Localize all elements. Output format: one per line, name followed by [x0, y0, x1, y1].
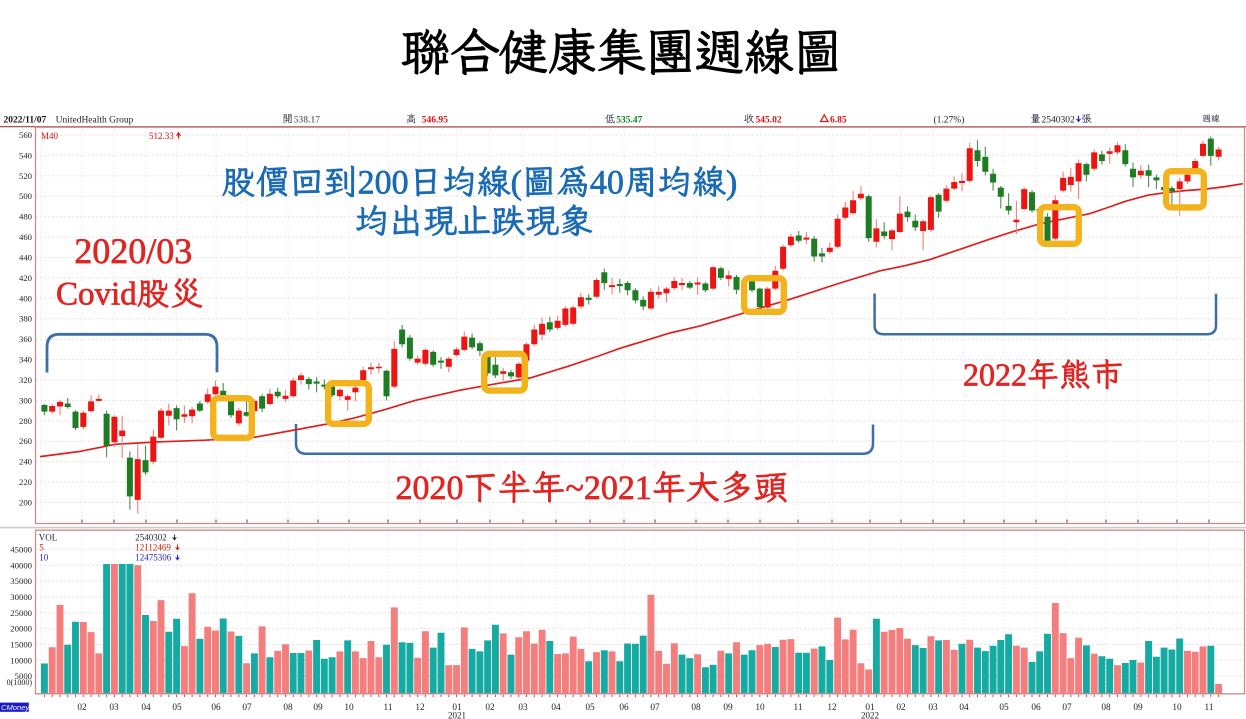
svg-text:11: 11 — [794, 703, 803, 713]
svg-text:11: 11 — [384, 703, 393, 713]
svg-text:500: 500 — [19, 191, 33, 201]
svg-text:15000: 15000 — [10, 640, 32, 650]
svg-text:45000: 45000 — [10, 544, 32, 554]
svg-text:240: 240 — [19, 457, 33, 467]
svg-text:06: 06 — [1031, 703, 1041, 713]
svg-text:04: 04 — [141, 703, 151, 713]
svg-text:380: 380 — [19, 314, 33, 324]
svg-text:06: 06 — [619, 703, 629, 713]
svg-text:545.02: 545.02 — [756, 115, 782, 125]
svg-text:220: 220 — [19, 477, 33, 487]
svg-text:535.47: 535.47 — [616, 115, 642, 125]
svg-text:10: 10 — [755, 703, 765, 713]
svg-text:05: 05 — [172, 703, 182, 713]
svg-text:2022: 2022 — [861, 711, 879, 719]
svg-text:35000: 35000 — [10, 576, 32, 586]
svg-text:02: 02 — [896, 703, 906, 713]
svg-text:12112469: 12112469 — [135, 543, 171, 553]
svg-text:03: 03 — [109, 703, 119, 713]
svg-text:420: 420 — [19, 273, 33, 283]
svg-text:440: 440 — [19, 253, 33, 263]
svg-text:520: 520 — [19, 171, 33, 181]
svg-text:11: 11 — [1205, 703, 1214, 713]
svg-text:360: 360 — [19, 334, 33, 344]
svg-text:03: 03 — [518, 703, 528, 713]
svg-text:538.17: 538.17 — [294, 115, 320, 125]
svg-text:07: 07 — [650, 703, 660, 713]
svg-text:12: 12 — [827, 703, 837, 713]
svg-text:20000: 20000 — [10, 624, 32, 634]
svg-text:M40: M40 — [41, 131, 59, 141]
svg-text:09: 09 — [313, 703, 323, 713]
svg-text:05: 05 — [999, 703, 1009, 713]
svg-text:5000: 5000 — [15, 671, 33, 681]
svg-text:480: 480 — [19, 212, 33, 222]
svg-text:04: 04 — [959, 703, 969, 713]
svg-text:30000: 30000 — [10, 592, 32, 602]
svg-text:10: 10 — [39, 553, 49, 563]
svg-text:5: 5 — [39, 543, 44, 553]
svg-text:25000: 25000 — [10, 608, 32, 618]
svg-text:6.85: 6.85 — [830, 115, 847, 125]
svg-text:40000: 40000 — [10, 560, 32, 570]
svg-text:02: 02 — [77, 703, 87, 713]
svg-text:2540302: 2540302 — [135, 533, 167, 543]
svg-text:CMoney: CMoney — [1, 703, 30, 712]
svg-text:2022/11/07: 2022/11/07 — [4, 115, 47, 125]
svg-text:04: 04 — [551, 703, 561, 713]
svg-text:2021: 2021 — [448, 711, 466, 719]
svg-text:280: 280 — [19, 416, 33, 426]
svg-text:01: 01 — [452, 703, 462, 713]
svg-text:2540302: 2540302 — [1042, 115, 1076, 125]
svg-text:320: 320 — [19, 375, 33, 385]
svg-text:05: 05 — [585, 703, 595, 713]
svg-text:09: 09 — [1133, 703, 1143, 713]
svg-text:(1.27%): (1.27%) — [934, 114, 965, 125]
svg-text:200: 200 — [19, 498, 33, 508]
svg-text:07: 07 — [1062, 703, 1072, 713]
svg-text:08: 08 — [691, 703, 701, 713]
svg-text:12475306: 12475306 — [135, 553, 172, 563]
svg-text:540: 540 — [19, 150, 33, 160]
svg-text:10: 10 — [1172, 703, 1182, 713]
svg-text:340: 340 — [19, 355, 33, 365]
svg-text:400: 400 — [19, 293, 33, 303]
svg-text:300: 300 — [19, 395, 33, 405]
svg-text:10000: 10000 — [10, 655, 32, 665]
svg-text:460: 460 — [19, 232, 33, 242]
svg-text:560: 560 — [19, 130, 33, 140]
svg-text:06: 06 — [211, 703, 221, 713]
svg-text:08: 08 — [283, 703, 293, 713]
svg-text:VOL: VOL — [39, 533, 58, 543]
svg-text:08: 08 — [1101, 703, 1111, 713]
svg-text:512.33: 512.33 — [149, 131, 174, 141]
svg-text:01: 01 — [865, 703, 875, 713]
svg-text:09: 09 — [723, 703, 733, 713]
svg-text:10: 10 — [344, 703, 354, 713]
svg-text:12: 12 — [415, 703, 425, 713]
svg-text:260: 260 — [19, 436, 33, 446]
svg-text:UnitedHealth Group: UnitedHealth Group — [56, 115, 134, 125]
svg-text:0(1000): 0(1000) — [7, 678, 33, 687]
svg-text:546.95: 546.95 — [422, 115, 448, 125]
svg-text:03: 03 — [928, 703, 938, 713]
svg-text:02: 02 — [485, 703, 495, 713]
svg-text:07: 07 — [242, 703, 252, 713]
